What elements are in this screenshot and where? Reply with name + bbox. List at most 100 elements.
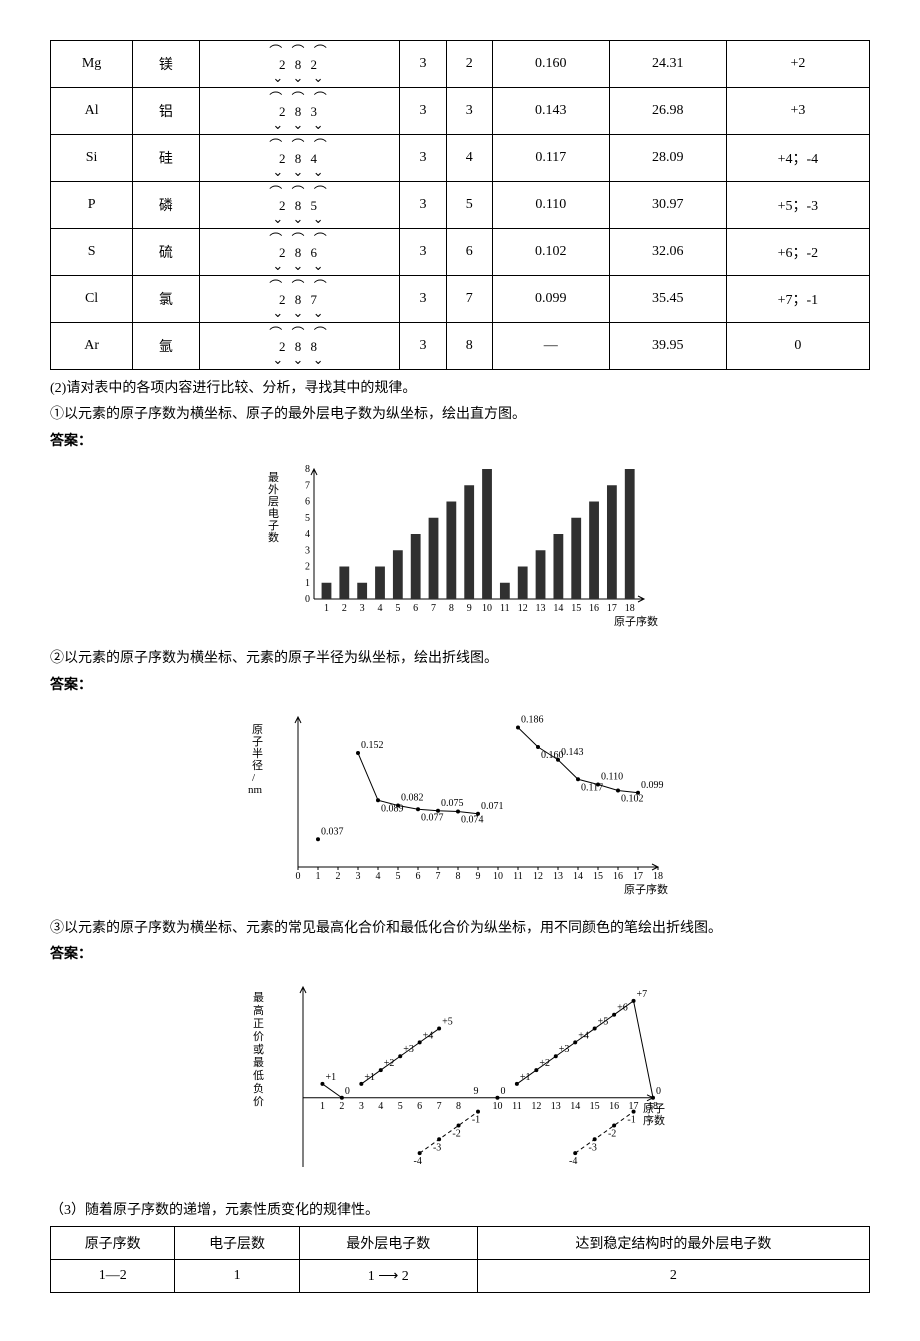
svg-text:-4: -4: [413, 1156, 421, 1167]
svg-text:0: 0: [296, 871, 301, 882]
table-cell: 3: [400, 41, 446, 88]
svg-text:子: 子: [252, 735, 263, 748]
svg-text:9: 9: [476, 871, 481, 882]
svg-text:17: 17: [607, 603, 617, 614]
svg-text:16: 16: [589, 603, 599, 614]
table-cell: 4: [446, 135, 492, 182]
svg-text:0.074: 0.074: [461, 814, 484, 825]
table-cell: 3: [400, 88, 446, 135]
table-cell: +4；-4: [726, 135, 869, 182]
svg-text:原: 原: [252, 724, 263, 736]
svg-text:10: 10: [493, 871, 503, 882]
bar-chart: 最外层电子数0123456781234567891011121314151617…: [50, 459, 870, 638]
question-2: (2)请对表中的各项内容进行比较、分析，寻找其中的规律。: [50, 378, 870, 400]
svg-text:2: 2: [339, 1101, 344, 1112]
elements-table: Mg镁⌒ ⌒ ⌒2 8 2⌄ ⌄ ⌄320.16024.31+2Al铝⌒ ⌒ ⌒…: [50, 40, 870, 370]
table-cell: 39.95: [609, 323, 726, 370]
svg-text:3: 3: [356, 871, 361, 882]
svg-text:0.075: 0.075: [441, 798, 464, 809]
table-cell: 0: [726, 323, 869, 370]
table-cell: ⌒ ⌒ ⌒2 8 8⌄ ⌄ ⌄: [199, 323, 400, 370]
svg-text:0.077: 0.077: [421, 812, 444, 823]
table-header-cell: 最外层电子数: [299, 1227, 477, 1260]
question-2-1: ①以元素的原子序数为横坐标、原子的最外层电子数为纵坐标，绘出直方图。: [50, 404, 870, 426]
svg-text:-1: -1: [472, 1114, 480, 1125]
table-cell: 24.31: [609, 41, 726, 88]
svg-text:-3: -3: [588, 1142, 596, 1153]
table-cell: ⌒ ⌒ ⌒2 8 3⌄ ⌄ ⌄: [199, 88, 400, 135]
svg-text:2: 2: [342, 603, 347, 614]
svg-text:18: 18: [625, 603, 635, 614]
table-header-cell: 达到稳定结构时的最外层电子数: [477, 1227, 869, 1260]
svg-text:-2: -2: [452, 1128, 460, 1139]
svg-text:0.089: 0.089: [381, 803, 404, 814]
svg-text:9: 9: [474, 1086, 479, 1097]
svg-text:8: 8: [449, 603, 454, 614]
svg-text:-1: -1: [627, 1114, 635, 1125]
table-cell: S: [51, 229, 133, 276]
table-cell: 0.099: [492, 276, 609, 323]
svg-text:层: 层: [268, 495, 279, 508]
table-cell: 0.102: [492, 229, 609, 276]
svg-text:1: 1: [324, 603, 329, 614]
table-cell: 氯: [133, 276, 199, 323]
svg-text:2: 2: [305, 562, 310, 573]
svg-text:4: 4: [378, 1101, 383, 1112]
line-chart-valence: 最高正价或最低负价123456789101112131415161718原子序数…: [50, 973, 870, 1190]
svg-text:11: 11: [512, 1101, 522, 1112]
table-cell: 镁: [133, 41, 199, 88]
svg-text:12: 12: [518, 603, 528, 614]
svg-text:+7: +7: [637, 989, 648, 1000]
svg-text:负: 负: [253, 1081, 264, 1095]
table-cell: +2: [726, 41, 869, 88]
svg-text:+5: +5: [442, 1016, 453, 1027]
answer-label-1: 答案：: [50, 431, 870, 453]
svg-text:价: 价: [253, 1095, 264, 1108]
question-2-2: ②以元素的原子序数为横坐标、元素的原子半径为纵坐标，绘出折线图。: [50, 648, 870, 670]
table-cell: P: [51, 182, 133, 229]
svg-text:6: 6: [305, 497, 310, 508]
table-cell: Cl: [51, 276, 133, 323]
table-cell: 硫: [133, 229, 199, 276]
svg-text:3: 3: [359, 1101, 364, 1112]
table-cell: 6: [446, 229, 492, 276]
svg-text:8: 8: [456, 1101, 461, 1112]
svg-text:0.110: 0.110: [601, 771, 623, 782]
svg-text:0: 0: [305, 594, 310, 605]
table-header-cell: 原子序数: [51, 1227, 175, 1260]
answer-label-2: 答案：: [50, 675, 870, 697]
table-cell: 磷: [133, 182, 199, 229]
svg-text:1: 1: [316, 871, 321, 882]
svg-text:+1: +1: [325, 1072, 336, 1083]
svg-text:nm: nm: [248, 784, 263, 796]
svg-text:1: 1: [305, 578, 310, 589]
table-cell: 1: [175, 1260, 299, 1293]
table-cell: 26.98: [609, 88, 726, 135]
svg-text:14: 14: [570, 1101, 580, 1112]
table-cell: 3: [446, 88, 492, 135]
svg-text:2: 2: [336, 871, 341, 882]
table-cell: 3: [400, 276, 446, 323]
table-cell: 1—2: [51, 1260, 175, 1293]
svg-text:7: 7: [437, 1101, 442, 1112]
table-cell: 氩: [133, 323, 199, 370]
svg-text:电: 电: [268, 507, 279, 520]
svg-text:0.037: 0.037: [321, 826, 344, 837]
table-cell: ⌒ ⌒ ⌒2 8 2⌄ ⌄ ⌄: [199, 41, 400, 88]
svg-text:序数: 序数: [643, 1113, 665, 1127]
svg-text:-2: -2: [608, 1128, 616, 1139]
svg-text:15: 15: [593, 871, 603, 882]
svg-text:13: 13: [551, 1101, 561, 1112]
table-cell: 0.110: [492, 182, 609, 229]
svg-text:10: 10: [492, 1101, 502, 1112]
table-cell: 3: [400, 229, 446, 276]
svg-text:6: 6: [416, 871, 421, 882]
svg-text:最: 最: [253, 991, 264, 1004]
svg-text:5: 5: [395, 603, 400, 614]
table-cell: +3: [726, 88, 869, 135]
line-chart-radius: 原子半径/nm0123456789101112131415161718原子序数0…: [50, 703, 870, 908]
svg-text:原子序数: 原子序数: [614, 614, 658, 628]
svg-text:最: 最: [268, 471, 279, 484]
svg-text:5: 5: [305, 513, 310, 524]
svg-text:11: 11: [513, 871, 523, 882]
